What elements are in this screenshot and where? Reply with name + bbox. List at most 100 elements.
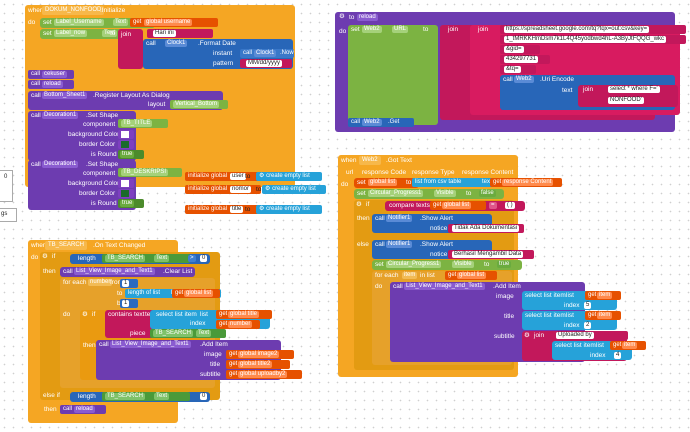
property-dropdown[interactable]: Text	[154, 393, 170, 400]
get-global-image2[interactable]: get global image2	[226, 350, 294, 359]
call-reload-block[interactable]: call reload	[28, 80, 74, 89]
text-value[interactable]: NONFOOD'	[608, 97, 644, 104]
progress-dropdown[interactable]: Circular_Progress1	[368, 190, 424, 197]
color-white-swatch[interactable]	[118, 130, 134, 139]
piece-getter[interactable]: TB_SEARCH Text	[150, 329, 226, 338]
param-url[interactable]: url	[346, 169, 354, 176]
vertical-bottom-block[interactable]: Vertical_Bottom	[170, 100, 228, 109]
text-value[interactable]: 434297731	[504, 56, 539, 63]
number-value[interactable]: 1	[122, 300, 130, 307]
text-value[interactable]: &gid=	[504, 46, 524, 53]
boolean-value[interactable]: false	[479, 190, 496, 197]
listview-dropdown[interactable]: List_View_Image_and_Text1	[404, 283, 485, 290]
url-part-1[interactable]: https://spreadsheet.google.com/tq?tqx=ou…	[500, 25, 686, 34]
property-dropdown[interactable]: Visible	[434, 190, 456, 197]
web-get-block[interactable]: call Web2 .Get	[348, 118, 414, 127]
url-part-2[interactable]: 1_tMRKKHmDsm7k1L4Q45yodbwd4hL-A3ByJtFQQG…	[500, 35, 686, 44]
text-value[interactable]: Hari ini	[153, 30, 176, 37]
component-value[interactable]: TB_DESKRIPSI	[121, 169, 169, 176]
true-block-2[interactable]: true	[118, 199, 144, 208]
get-global-list[interactable]: get global list	[172, 289, 220, 298]
url-part-4[interactable]: 434297731	[500, 55, 550, 64]
text-hari-ini[interactable]: Hari ini	[147, 29, 213, 38]
pattern-value[interactable]: MM/dd/yyyy	[246, 60, 283, 67]
color-green-swatch[interactable]	[118, 140, 134, 149]
text-value[interactable]: Tidak Ada Dokumentasi	[452, 225, 520, 232]
url-part-3[interactable]: &gid=	[500, 45, 540, 54]
get-global-title2[interactable]: get global title2	[226, 360, 290, 369]
alert-message-2[interactable]: Berhasil Mengambil Data	[448, 250, 534, 259]
variable-dropdown[interactable]: item	[622, 342, 638, 349]
clock-now-block[interactable]: call Clock1 .Now	[240, 49, 294, 58]
property-dropdown[interactable]: Text	[102, 30, 118, 37]
variable-dropdown[interactable]: number	[228, 321, 253, 328]
web-dropdown[interactable]: Web2	[362, 119, 382, 126]
uploaded-by-text[interactable]: Uploaded by	[552, 331, 628, 340]
query-join-block[interactable]: join select * where F=' NONFOOD'	[578, 85, 678, 107]
loop-variable[interactable]: number	[88, 279, 113, 286]
text-value[interactable]: &tq=	[504, 66, 521, 73]
set-progress-visible-true[interactable]: set Circular_Progress1 Visible to true	[372, 260, 522, 270]
variable-name[interactable]: user	[230, 173, 246, 180]
set-label-now-block[interactable]: set Label_now Text	[40, 29, 125, 39]
boolean-value[interactable]: true	[120, 151, 135, 158]
clock-dropdown[interactable]: Clock1	[254, 50, 277, 57]
property-dropdown[interactable]: Text	[196, 330, 212, 337]
variable-dropdown[interactable]: global title2	[238, 361, 273, 368]
color-white-swatch-2[interactable]	[118, 179, 134, 188]
call-reload-block-2[interactable]: call reload	[60, 405, 106, 414]
web-dropdown[interactable]: Web2	[362, 26, 382, 33]
get-item-3[interactable]: get item	[610, 341, 646, 350]
index-value[interactable]: 4	[614, 352, 622, 359]
color-green-swatch-2[interactable]	[118, 189, 134, 198]
tb-deskripsi-block[interactable]: TB_DESKRIPSI	[118, 168, 182, 177]
variable-dropdown[interactable]: global username	[144, 19, 193, 26]
else-if-compare-block[interactable]: length TB_SEARCH Text 0	[70, 392, 210, 402]
get-response-content[interactable]: get response Content	[490, 178, 562, 187]
notifier-dropdown[interactable]: Notifier1	[386, 241, 413, 248]
variable-dropdown[interactable]: global list	[457, 272, 487, 279]
variable-dropdown[interactable]: global list	[442, 202, 472, 209]
operator-dropdown[interactable]: =	[489, 202, 497, 209]
from-number[interactable]: 1	[120, 279, 138, 288]
get-number[interactable]: get number	[216, 320, 260, 329]
text-value[interactable]: Uploaded by	[556, 332, 594, 339]
get-global-uploadby2[interactable]: get global uploadby2	[226, 370, 302, 379]
procedure-dropdown[interactable]: cekuser	[42, 71, 68, 78]
empty-text[interactable]: ( )	[505, 202, 515, 209]
set-progress-visible-block[interactable]: set Circular_Progress1 Visible to false	[354, 189, 504, 199]
listview-dropdown[interactable]: List_View_Image_and_Text1	[74, 268, 155, 275]
variable-dropdown[interactable]: global list	[184, 290, 214, 297]
get-global-list-3[interactable]: get global list	[445, 271, 497, 280]
pattern-text[interactable]: MM/dd/yyyy	[240, 59, 292, 68]
property-dropdown[interactable]: Text	[113, 19, 129, 26]
boolean-value[interactable]: true	[497, 261, 512, 268]
procedure-dropdown[interactable]: reload	[74, 406, 95, 413]
loop-variable[interactable]: item	[402, 272, 418, 279]
variable-name[interactable]: title	[230, 206, 244, 213]
component-value[interactable]: TB_TITLE	[121, 120, 153, 127]
component-dropdown[interactable]: Label_now	[54, 30, 88, 37]
set-web-url-block[interactable]: set Web2 URL to	[348, 25, 438, 125]
init-global-title[interactable]: initialize global title	[185, 205, 259, 214]
number-value[interactable]: 1	[122, 280, 130, 287]
tb-search-text-getter[interactable]: TB_SEARCH Text	[102, 254, 190, 263]
bottom-sheet-dropdown[interactable]: Bottom_Sheet1	[42, 92, 88, 99]
get-username-block[interactable]: get global username	[130, 18, 218, 27]
join-block[interactable]: join	[118, 29, 143, 69]
clear-list-block[interactable]: call List_View_Image_and_Text1 .Clear Li…	[60, 267, 195, 277]
number-value[interactable]: 0	[200, 393, 208, 400]
component-dropdown[interactable]: TB_SEARCH	[105, 255, 146, 262]
param-response-content[interactable]: response Content	[462, 169, 514, 176]
text-value[interactable]: 1_tMRKKHmDsm7k1L4Q45yodbwd4hL-A3ByJtFQQG…	[504, 36, 667, 43]
variable-dropdown[interactable]: item	[597, 292, 613, 299]
textbox-dropdown[interactable]: TB_SEARCH	[45, 241, 88, 250]
init-global-user[interactable]: initialize global user	[185, 172, 259, 181]
index-value[interactable]: 5	[584, 302, 592, 309]
set-global-list-block[interactable]: set global list to	[354, 178, 419, 188]
text-value[interactable]: https://spreadsheet.google.com/tq?tqx=ou…	[504, 26, 650, 33]
component-dropdown[interactable]: TB_SEARCH	[153, 330, 194, 337]
param-response-code[interactable]: response Code	[362, 169, 407, 176]
by-number[interactable]: 1	[120, 299, 138, 308]
get-item-2[interactable]: get item	[585, 311, 621, 320]
